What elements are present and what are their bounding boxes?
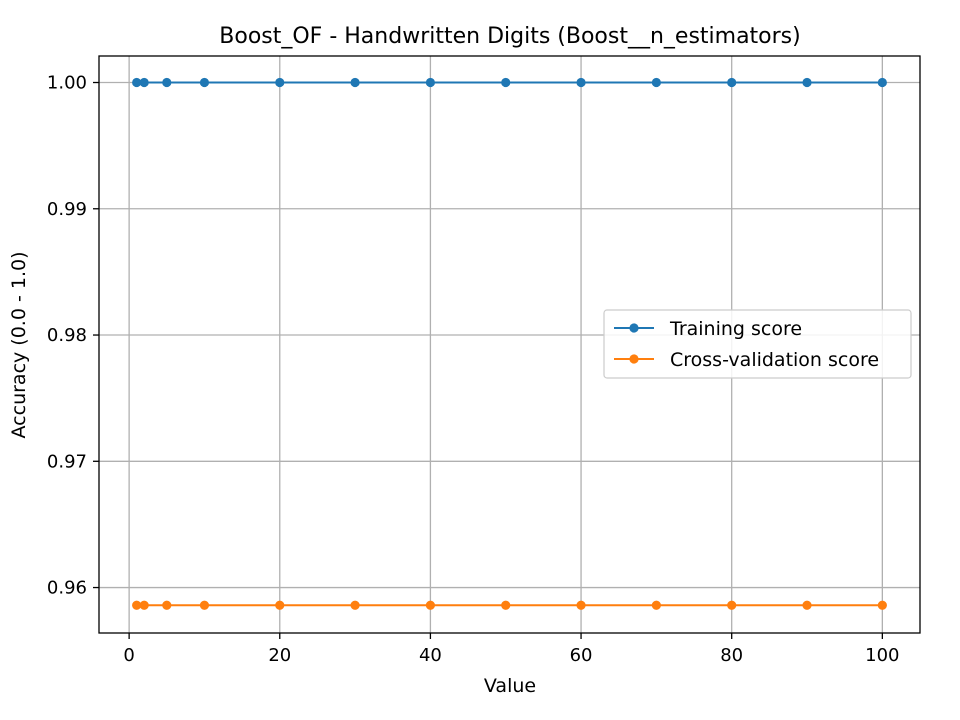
x-tick-label: 20 (268, 645, 291, 666)
legend-marker (629, 354, 639, 364)
data-point (877, 600, 887, 610)
data-point (275, 600, 285, 610)
x-tick-label: 100 (865, 645, 899, 666)
y-tick-label: 0.97 (47, 451, 87, 472)
legend-item: Cross-validation score (614, 349, 879, 371)
x-tick-label: 80 (720, 645, 743, 666)
data-point (132, 600, 142, 610)
data-point (501, 600, 511, 610)
x-tick-label: 0 (123, 645, 134, 666)
data-point (425, 77, 436, 88)
data-point (727, 600, 737, 610)
chart-title: Boost_OF - Handwritten Digits (Boost__n_… (219, 24, 800, 49)
plot-frame (98, 55, 921, 634)
x-tick-label: 40 (419, 645, 442, 666)
data-point (199, 77, 210, 88)
legend-item: Training score (614, 318, 802, 340)
data-point (651, 600, 661, 610)
x-tick-label: 60 (570, 645, 593, 666)
legend-box (603, 309, 912, 379)
data-point (162, 600, 172, 610)
data-point (727, 77, 737, 88)
y-axis-ticks: 0.96 0.97 0.98 0.99 1.00 (47, 73, 99, 599)
data-point (275, 77, 285, 88)
y-tick-label: 0.98 (47, 325, 87, 346)
data-point (576, 77, 586, 88)
legend-label: Training score (669, 318, 802, 340)
data-point (139, 77, 149, 88)
series-1 (132, 600, 887, 610)
data-point (501, 77, 511, 88)
y-axis-label: Accuracy (0.0 - 1.0) (8, 252, 30, 439)
data-point (139, 600, 149, 610)
data-point (651, 77, 661, 88)
series-0 (132, 77, 887, 88)
x-axis-ticks: 0 20 40 60 80 100 (123, 633, 900, 666)
data-point (350, 600, 360, 610)
series-layer (132, 77, 887, 610)
x-axis-label: Value (484, 675, 536, 697)
data-point (802, 77, 812, 88)
legend: Training score Cross-validation score (603, 309, 912, 379)
y-tick-label: 1.00 (47, 73, 87, 94)
y-tick-label: 0.99 (47, 199, 87, 220)
legend-label: Cross-validation score (670, 349, 879, 371)
data-point (199, 600, 210, 610)
data-point (350, 77, 360, 88)
data-point (425, 600, 436, 610)
legend-marker (629, 323, 639, 333)
data-point (802, 600, 812, 610)
data-point (576, 600, 586, 610)
data-point (162, 77, 172, 88)
y-tick-label: 0.96 (47, 578, 87, 599)
data-point (132, 77, 142, 88)
data-point (877, 77, 887, 88)
